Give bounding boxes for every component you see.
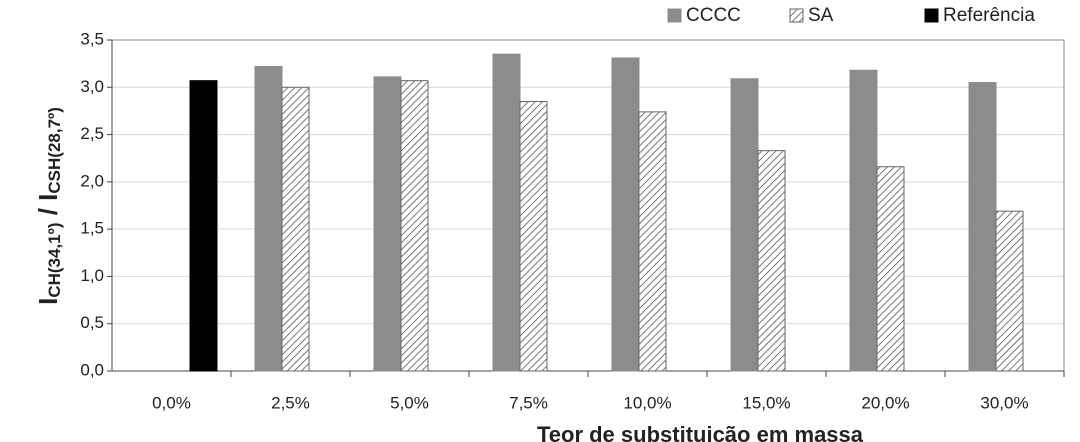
- bar: [968, 82, 997, 372]
- y-axis-title: ICH(34,1º) / ICSH(28,7º): [33, 107, 65, 305]
- x-tick-label: 5,0%: [390, 393, 429, 412]
- bar: [638, 111, 667, 372]
- bar: [254, 65, 283, 372]
- y-tick-label: 1,5: [80, 219, 104, 238]
- x-tick-label: 2,5%: [271, 393, 310, 412]
- bar: [400, 80, 429, 372]
- x-tick-label: 30,0%: [980, 393, 1028, 412]
- x-axis-title: Teor de substituição em massa: [537, 422, 864, 442]
- y-tick-label: 0,0: [80, 360, 104, 379]
- x-tick-label: 20,0%: [861, 393, 909, 412]
- y-title-subscript: CH(34,1º): [45, 223, 64, 298]
- bar: [373, 76, 402, 372]
- y-tick-label: 3,0: [80, 77, 104, 96]
- y-title-part: I: [33, 298, 63, 305]
- legend-label: SA: [808, 5, 834, 26]
- legend-swatch: [667, 8, 682, 23]
- y-tick-label: 2,5: [80, 124, 104, 143]
- bar: [189, 80, 218, 372]
- legend-swatch: [924, 8, 939, 23]
- legend-swatch: [789, 8, 804, 23]
- legend-label: Referência: [943, 5, 1035, 26]
- x-tick-label: 7,5%: [509, 393, 548, 412]
- x-tick-label: 10,0%: [623, 393, 671, 412]
- bar: [995, 210, 1024, 372]
- bar: [876, 166, 905, 372]
- x-tick-label: 0,0%: [152, 393, 191, 412]
- legend-label: CCCC: [686, 5, 741, 26]
- bar: [730, 78, 759, 372]
- bar: [757, 150, 786, 372]
- bar: [281, 86, 310, 372]
- bar: [849, 69, 878, 372]
- y-title-part: / I: [33, 194, 63, 223]
- y-tick-label: 2,0: [80, 171, 104, 190]
- y-tick-label: 1,0: [80, 266, 104, 285]
- bar: [611, 57, 640, 372]
- y-tick-label: 3,5: [80, 29, 104, 48]
- y-title-subscript: CSH(28,7º): [45, 107, 64, 194]
- bar: [519, 100, 548, 372]
- bar: [492, 53, 521, 372]
- x-tick-label: 15,0%: [742, 393, 790, 412]
- y-tick-label: 0,5: [80, 313, 104, 332]
